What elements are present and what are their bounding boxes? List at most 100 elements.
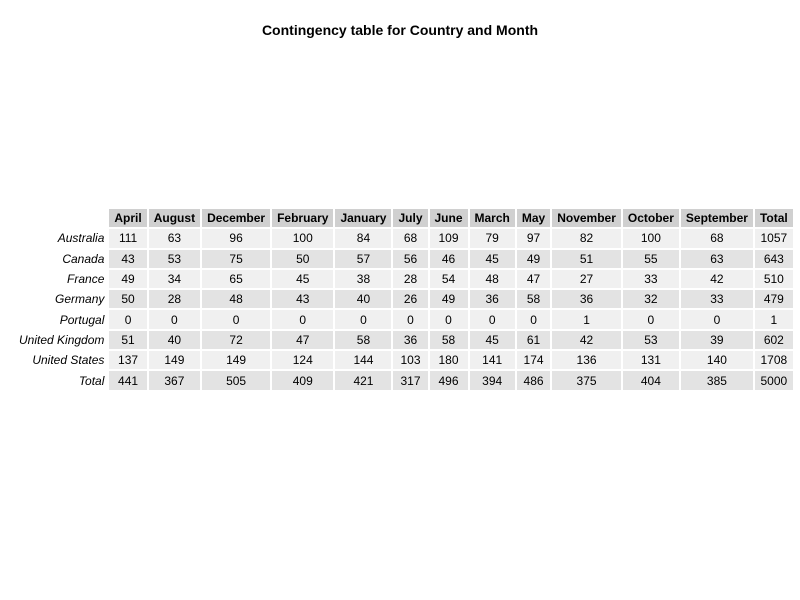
table-cell: 45 xyxy=(272,269,334,289)
column-header: February xyxy=(272,209,334,228)
table-cell: 40 xyxy=(148,330,201,350)
table-cell: 367 xyxy=(148,371,201,390)
table-cell: 180 xyxy=(429,351,468,370)
table-row: Total 441 367 505 409 421 317 496 394 486 375 404 38… xyxy=(14,371,793,390)
table-cell: 0 xyxy=(622,310,679,329)
table-cell: 486 xyxy=(516,371,551,390)
table-cell: 33 xyxy=(680,290,753,309)
table-cell: 68 xyxy=(680,229,753,248)
table-cell: 149 xyxy=(148,351,201,370)
table-cell: 55 xyxy=(622,249,679,268)
table-cell: 47 xyxy=(516,269,551,289)
table-cell: 68 xyxy=(393,229,428,248)
contingency-table: April August December February January J… xyxy=(12,207,795,392)
table-cell: 58 xyxy=(335,330,392,350)
table-cell: 0 xyxy=(272,310,334,329)
row-header: Canada xyxy=(62,251,105,266)
table-cell: 51 xyxy=(552,249,621,268)
table-cell: 0 xyxy=(202,310,271,329)
table-cell: 100 xyxy=(622,229,679,248)
table-cell: 103 xyxy=(393,351,428,370)
table-cell: 63 xyxy=(148,229,201,248)
table-row: Australia 111 63 96 100 84 68 109 79 97 82 100 68 105… xyxy=(14,229,793,248)
table-cell: 0 xyxy=(516,310,551,329)
table-cell: 602 xyxy=(754,330,793,350)
table-cell: 61 xyxy=(516,330,551,350)
row-header: Portugal xyxy=(59,312,105,327)
table-cell: 40 xyxy=(335,290,392,309)
table-cell: 0 xyxy=(469,310,515,329)
table-row: United States 137 149 149 124 144 103 180 141 174… xyxy=(14,351,793,370)
column-header: September xyxy=(680,209,753,228)
table-cell: 49 xyxy=(516,249,551,268)
table-cell: 48 xyxy=(469,269,515,289)
table-cell: 375 xyxy=(552,371,621,390)
table-cell: 496 xyxy=(429,371,468,390)
table-cell: 45 xyxy=(469,330,515,350)
table-cell: 36 xyxy=(552,290,621,309)
table-cell: 643 xyxy=(754,249,793,268)
table-row: Portugal 0 0 0 0 0 0 0 0 0 1 0 0 1 xyxy=(14,310,793,329)
table-cell: 48 xyxy=(202,290,271,309)
table-cell: 109 xyxy=(429,229,468,248)
row-header: Total xyxy=(78,373,105,388)
table-cell: 79 xyxy=(469,229,515,248)
table-cell: 53 xyxy=(622,330,679,350)
table-body: Australia 111 63 96 100 84 68 109 79 97 82 100 68 105… xyxy=(14,229,793,390)
table-cell: 53 xyxy=(148,249,201,268)
table-cell: 33 xyxy=(622,269,679,289)
column-header: April xyxy=(109,209,147,228)
table-cell: 26 xyxy=(393,290,428,309)
table-cell: 82 xyxy=(552,229,621,248)
column-header: November xyxy=(552,209,621,228)
table-cell: 174 xyxy=(516,351,551,370)
table-cell: 27 xyxy=(552,269,621,289)
table-cell: 1 xyxy=(754,310,793,329)
table-cell: 0 xyxy=(680,310,753,329)
table-cell: 32 xyxy=(622,290,679,309)
table-row: Germany 50 28 48 43 40 26 49 36 58 36 32 33 479 xyxy=(14,290,793,309)
table-cell: 36 xyxy=(469,290,515,309)
table-header-row: April August December February January J… xyxy=(14,209,793,228)
table-cell: 63 xyxy=(680,249,753,268)
table-cell: 50 xyxy=(109,290,147,309)
table-cell: 505 xyxy=(202,371,271,390)
table-cell: 36 xyxy=(393,330,428,350)
table-cell: 56 xyxy=(393,249,428,268)
column-header: Total xyxy=(754,209,793,228)
table-cell: 124 xyxy=(272,351,334,370)
table-cell: 0 xyxy=(109,310,147,329)
table-cell: 1 xyxy=(552,310,621,329)
column-header: May xyxy=(516,209,551,228)
column-header: July xyxy=(393,209,428,228)
table-cell: 28 xyxy=(393,269,428,289)
table-cell: 137 xyxy=(109,351,147,370)
row-header: Australia xyxy=(57,231,105,246)
column-header: October xyxy=(622,209,679,228)
table-row: United Kingdom 51 40 72 47 58 36 58 45 61 42 53 39 60… xyxy=(14,330,793,350)
table-cell: 75 xyxy=(202,249,271,268)
table-cell: 141 xyxy=(469,351,515,370)
table-cell: 54 xyxy=(429,269,468,289)
table-cell: 46 xyxy=(429,249,468,268)
table-cell: 1057 xyxy=(754,229,793,248)
table-cell: 58 xyxy=(516,290,551,309)
table-cell: 111 xyxy=(109,229,147,248)
table-cell: 140 xyxy=(680,351,753,370)
table-cell: 50 xyxy=(272,249,334,268)
table-cell: 42 xyxy=(680,269,753,289)
table-cell: 57 xyxy=(335,249,392,268)
column-header: August xyxy=(148,209,201,228)
table-cell: 47 xyxy=(272,330,334,350)
table-cell: 72 xyxy=(202,330,271,350)
table-cell: 49 xyxy=(109,269,147,289)
row-header: United States xyxy=(32,353,105,368)
table-cell: 38 xyxy=(335,269,392,289)
table-cell: 144 xyxy=(335,351,392,370)
column-header: June xyxy=(429,209,468,228)
table-cell: 479 xyxy=(754,290,793,309)
table-cell: 58 xyxy=(429,330,468,350)
corner-cell xyxy=(14,209,107,227)
table-cell: 39 xyxy=(680,330,753,350)
table-cell: 51 xyxy=(109,330,147,350)
